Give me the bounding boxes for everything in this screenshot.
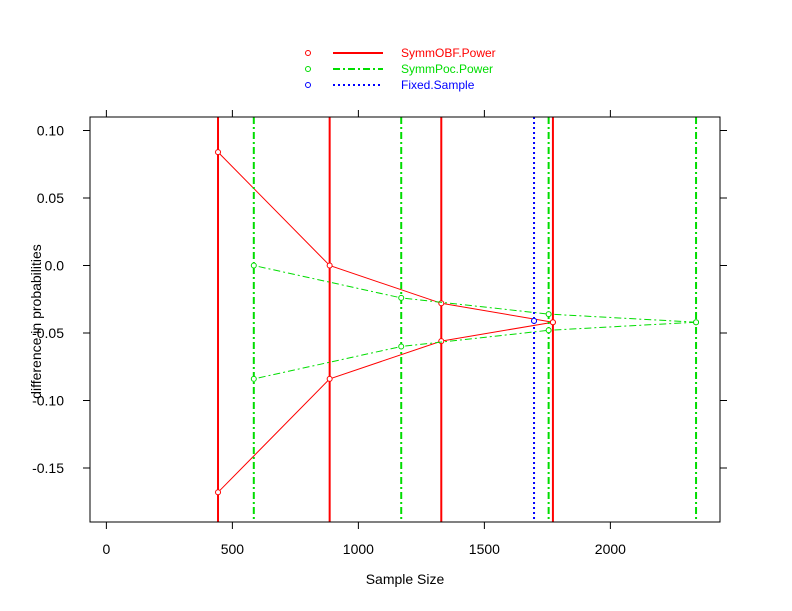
lower-boundary-line	[217, 321, 554, 493]
x-tick-label: 2000	[595, 541, 626, 557]
x-tick-label: 500	[221, 541, 245, 557]
series-2	[531, 117, 538, 522]
upper-boundary-point	[250, 262, 257, 269]
lower-boundary-point	[545, 327, 552, 334]
upper-boundary-point	[326, 262, 333, 269]
lower-boundary-point	[438, 338, 445, 345]
x-tick-label: 1500	[469, 541, 500, 557]
upper-boundary-line	[253, 265, 697, 323]
legend: SymmOBF.Power SymmPoc.Power Fixed.Sample	[305, 46, 496, 92]
plot-frame	[89, 116, 721, 523]
lower-boundary-point	[250, 375, 257, 382]
lower-boundary-point	[693, 319, 700, 326]
legend-marker	[305, 50, 311, 56]
y-tick-label: 0.05	[37, 190, 64, 206]
y-tick-label: -0.15	[32, 460, 64, 476]
lower-boundary-point	[398, 343, 405, 350]
upper-boundary-line	[217, 151, 554, 323]
y-tick-label: 0.0	[45, 258, 65, 274]
legend-marker	[305, 82, 311, 88]
x-axis-label: Sample Size	[366, 571, 445, 587]
legend-label: Fixed.Sample	[401, 78, 475, 92]
upper-boundary-point	[545, 311, 552, 318]
legend-marker	[305, 66, 311, 72]
plot-lines	[215, 117, 700, 522]
series-0	[215, 117, 556, 522]
x-tick-label: 0	[102, 541, 110, 557]
lower-boundary-point	[326, 375, 333, 382]
series-1	[250, 117, 700, 522]
y-tick-label: 0.10	[37, 123, 64, 139]
lower-boundary-line	[253, 321, 697, 380]
upper-boundary-point	[398, 294, 405, 301]
y-axis-label: difference in probabilities	[28, 244, 44, 399]
y-tick-label: -0.10	[32, 393, 64, 409]
lower-boundary-point	[215, 489, 222, 496]
lower-boundary-point	[531, 317, 538, 324]
legend-label: SymmOBF.Power	[401, 46, 496, 60]
x-tick-label: 1000	[343, 541, 374, 557]
lower-boundary-point	[549, 319, 556, 326]
axes: 0 500 1000 1500 2000 0.10 0.05 0.0 -0.05 -0.10 -0.…	[32, 110, 727, 557]
upper-boundary-point	[215, 149, 222, 156]
y-tick-label: -0.05	[32, 325, 64, 341]
legend-label: SymmPoc.Power	[401, 62, 493, 76]
upper-boundary-point	[438, 300, 445, 307]
